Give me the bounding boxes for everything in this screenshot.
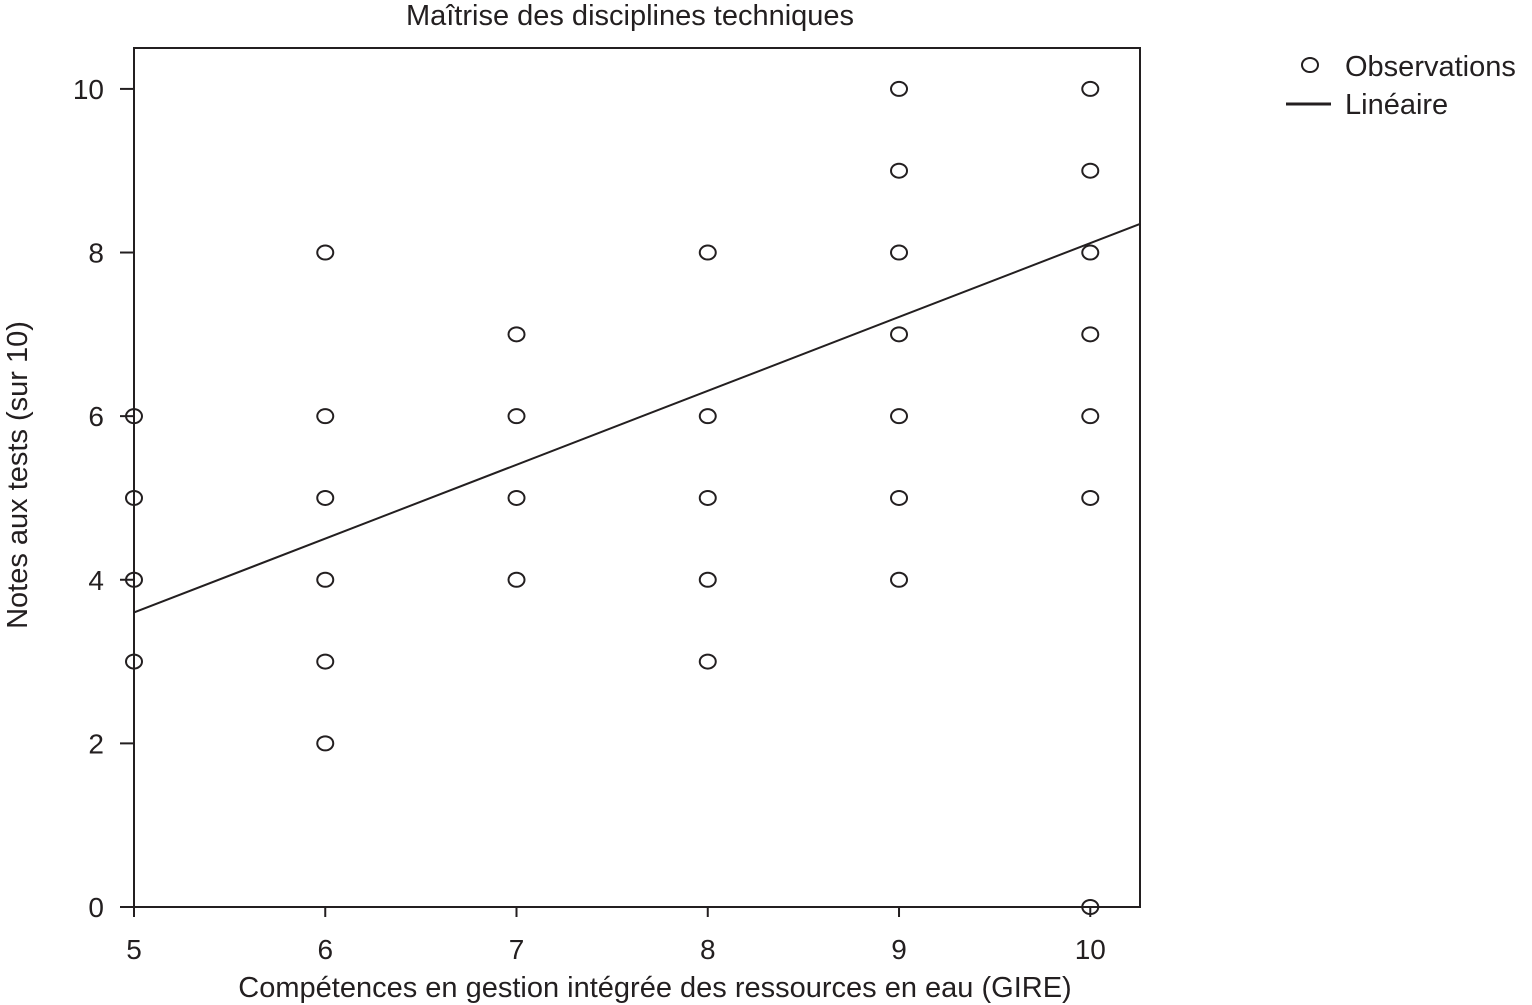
observation-point bbox=[1081, 244, 1100, 261]
observation-point bbox=[507, 489, 526, 506]
observation-point bbox=[890, 244, 909, 261]
observation-point bbox=[316, 244, 335, 261]
x-axis: 5 6 7 8 9 10 bbox=[126, 907, 1106, 965]
observation-point bbox=[507, 408, 526, 425]
observation-point bbox=[125, 653, 143, 670]
chart-title: Maîtrise des disciplines techniques bbox=[406, 0, 854, 32]
observation-point bbox=[316, 408, 335, 425]
observation-point bbox=[316, 735, 335, 752]
observation-point bbox=[316, 571, 335, 588]
y-tick-label: 10 bbox=[73, 74, 104, 105]
observation-point bbox=[1081, 489, 1100, 506]
x-tick-label: 9 bbox=[891, 934, 907, 965]
y-tick-label: 6 bbox=[88, 401, 104, 432]
y-tick-label: 4 bbox=[88, 565, 104, 596]
y-axis: 0 2 4 6 8 10 bbox=[73, 74, 134, 923]
observation-point bbox=[890, 571, 909, 588]
x-axis-title: Compétences en gestion intégrée des ress… bbox=[238, 972, 1071, 1004]
observation-point bbox=[890, 408, 909, 425]
legend: Observations Linéaire bbox=[1286, 51, 1516, 121]
observation-point bbox=[1081, 326, 1100, 343]
observation-point bbox=[1081, 162, 1100, 179]
x-tick-label: 5 bbox=[126, 934, 142, 965]
observation-point bbox=[698, 653, 717, 670]
linear-trend-line bbox=[133, 222, 1141, 614]
x-tick-label: 10 bbox=[1075, 934, 1106, 965]
observation-point bbox=[125, 571, 143, 588]
observations-series bbox=[125, 80, 1100, 915]
plot-frame bbox=[133, 47, 1141, 908]
observation-point bbox=[316, 653, 335, 670]
y-tick-label: 8 bbox=[88, 238, 104, 269]
observation-point bbox=[890, 162, 909, 179]
legend-label-lineaire: Linéaire bbox=[1345, 89, 1448, 121]
legend-item-lineaire: Linéaire bbox=[1286, 89, 1448, 121]
observation-point bbox=[1081, 899, 1100, 915]
x-tick-label: 8 bbox=[700, 934, 716, 965]
observation-point bbox=[698, 408, 717, 425]
observation-point bbox=[316, 489, 335, 506]
observation-point bbox=[1081, 80, 1100, 97]
legend-label-observations: Observations bbox=[1345, 51, 1516, 83]
observation-point bbox=[890, 489, 909, 506]
observation-point bbox=[698, 489, 717, 506]
observation-point bbox=[507, 326, 526, 343]
observation-point bbox=[125, 489, 143, 506]
y-tick-label: 0 bbox=[88, 892, 104, 923]
observation-point bbox=[698, 571, 717, 588]
linear-series bbox=[133, 222, 1141, 614]
y-axis-title: Notes aux tests (sur 10) bbox=[2, 321, 34, 629]
observation-point bbox=[890, 80, 909, 97]
observation-point bbox=[125, 408, 143, 425]
observation-point bbox=[890, 326, 909, 343]
x-tick-label: 6 bbox=[317, 934, 333, 965]
observation-point bbox=[507, 571, 526, 588]
y-tick-label: 2 bbox=[88, 728, 104, 759]
observation-point bbox=[1081, 408, 1100, 425]
observation-point bbox=[698, 244, 717, 261]
legend-item-observations: Observations bbox=[1301, 51, 1516, 83]
legend-circle-marker-icon bbox=[1301, 57, 1319, 73]
x-tick-label: 7 bbox=[509, 934, 525, 965]
